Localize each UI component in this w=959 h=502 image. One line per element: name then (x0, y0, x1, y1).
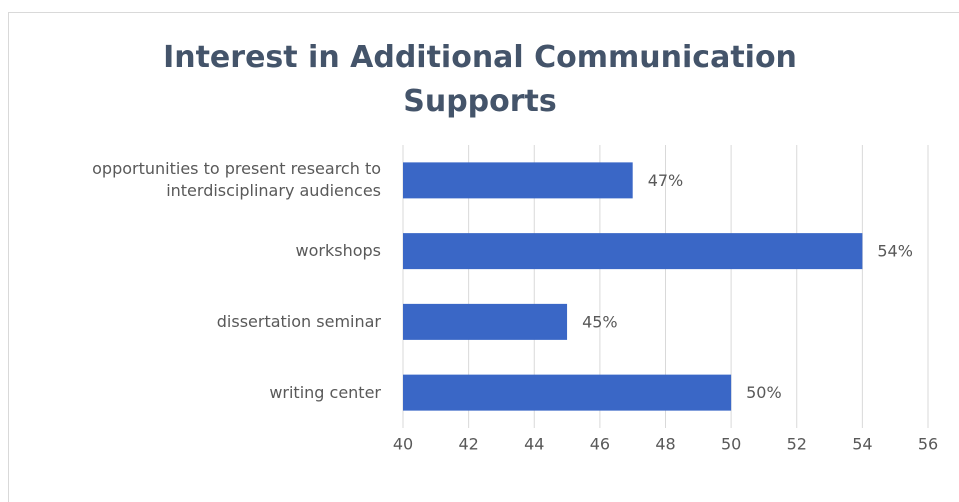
x-tick-label: 56 (918, 435, 938, 454)
data-label: 45% (582, 312, 618, 331)
chart-title: Interest in Additional Communication Sup… (163, 40, 797, 119)
x-tick-label: 48 (655, 435, 675, 454)
x-tick-label: 40 (393, 435, 413, 454)
bar (403, 303, 568, 340)
y-tick-label: workshops (295, 241, 381, 261)
data-label: 54% (877, 242, 913, 261)
bar (403, 233, 863, 270)
data-label: 50% (746, 383, 782, 402)
page: Interest in Additional Communication Sup… (8, 12, 959, 502)
bar (403, 374, 732, 411)
chart-border (8, 12, 959, 502)
x-tick-label: 42 (458, 435, 478, 454)
x-tick-label: 46 (590, 435, 610, 454)
x-tick-label: 44 (524, 435, 544, 454)
chart: 40 42 44 46 48 50 52 54 56 47% 54% 45% 50% (393, 145, 938, 454)
y-tick-label: writing center (269, 382, 381, 402)
y-tick-label: dissertation seminar (216, 311, 381, 331)
x-tick-label: 50 (721, 435, 741, 454)
y-tick-label: opportunities to present research to int… (92, 159, 381, 201)
x-tick-label: 54 (852, 435, 872, 454)
x-tick-label: 52 (787, 435, 807, 454)
bar (403, 162, 633, 199)
data-label: 47% (648, 171, 684, 190)
